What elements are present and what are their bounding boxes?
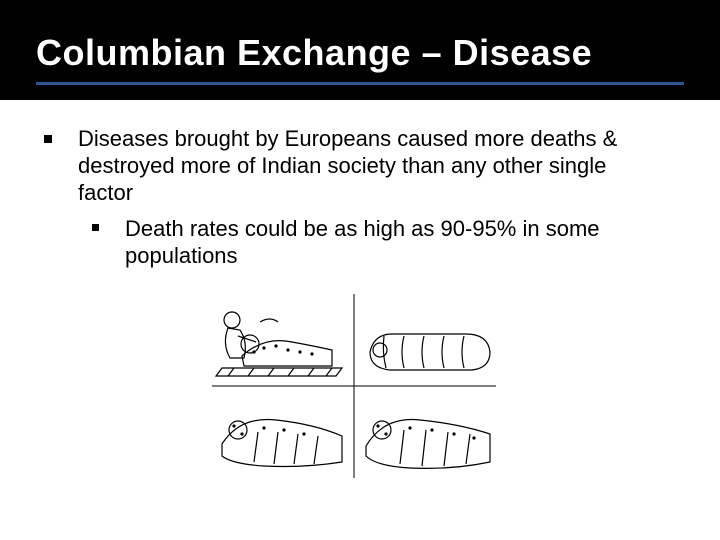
bullet-marker-icon [44,135,52,143]
slide-body: Diseases brought by Europeans caused mor… [0,100,720,486]
illustration-container [44,286,664,486]
slide-header: Columbian Exchange – Disease [0,0,720,100]
title-underline [36,82,684,85]
woodcut-illustration [204,286,504,486]
bullet-text: Death rates could be as high as 90-95% i… [125,216,664,270]
bullet-level-0: Diseases brought by Europeans caused mor… [44,126,664,206]
bullet-marker-icon [92,224,99,231]
bullet-text: Diseases brought by Europeans caused mor… [78,126,664,206]
bullet-level-1: Death rates could be as high as 90-95% i… [44,216,664,270]
slide-title: Columbian Exchange – Disease [36,32,592,74]
